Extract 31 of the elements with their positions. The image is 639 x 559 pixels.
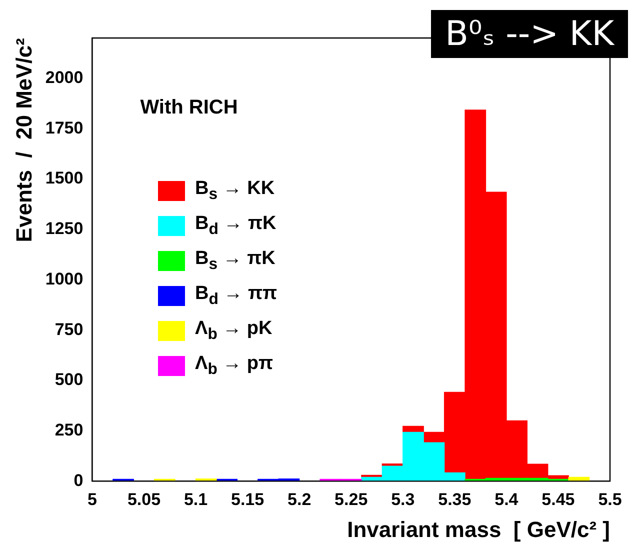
legend-label: Λ$_{b}$ → pK xyxy=(195,318,272,344)
y-tick-label: 750 xyxy=(54,320,84,339)
x-tick-label: 5.45 xyxy=(542,490,575,510)
x-tick-label: 5.4 xyxy=(494,490,519,510)
y-tick-label: 1000 xyxy=(45,269,84,288)
x-tick-label: 5.3 xyxy=(391,490,415,510)
y-axis-title: Events / 20 MeV/c² xyxy=(11,38,36,242)
x-axis-title: Invariant mass [ GeV/c² ] xyxy=(347,516,610,542)
legend-label: B$_{d}$ → πK xyxy=(195,212,276,238)
legend-label: Λ$_{b}$ → pπ xyxy=(195,352,274,378)
y-tick-label: 0 xyxy=(74,470,84,490)
y-tick-label: 250 xyxy=(54,420,84,440)
bar xyxy=(402,426,424,433)
x-tick-label: 5.25 xyxy=(334,490,368,510)
y-tick-label: 1750 xyxy=(45,118,84,138)
x-tick-label: 5.35 xyxy=(438,490,472,510)
x-tick-label: 5.5 xyxy=(598,490,622,510)
x-tick-label: 5.15 xyxy=(231,490,264,510)
y-tick-label: 2000 xyxy=(45,68,84,87)
x-tick-label: 5.05 xyxy=(127,490,161,510)
y-tick-label: 1250 xyxy=(45,219,84,238)
y-tick-label: 500 xyxy=(54,370,84,390)
y-tick-label: 1500 xyxy=(45,168,84,188)
x-tick-label: 5.1 xyxy=(184,490,208,510)
x-tick-label: 5.2 xyxy=(288,490,312,510)
legend-label: B$_{d}$ → ππ xyxy=(195,282,278,308)
x-tick-label: 5 xyxy=(87,490,97,510)
legend-label: B$_{s}$ → πK xyxy=(195,248,276,274)
legend-label: B$_{s}$ → KK xyxy=(195,178,275,204)
chart-title: B⁰ₛ --> KK xyxy=(431,10,628,58)
annotation: With RICH xyxy=(140,96,238,119)
